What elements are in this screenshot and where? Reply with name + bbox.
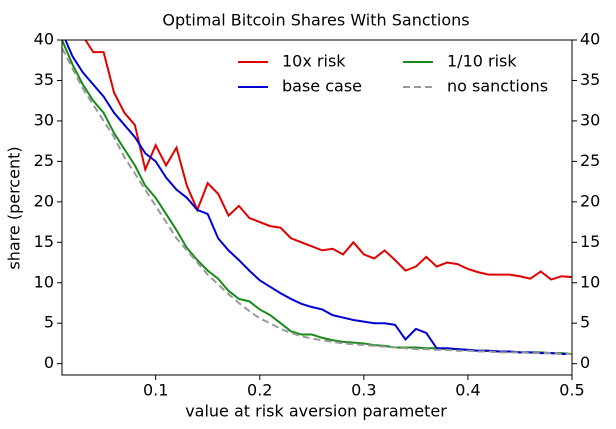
series-line <box>84 40 572 281</box>
y-tick-label: 15 <box>34 232 54 251</box>
x-tick-label: 0.2 <box>247 381 272 400</box>
x-axis-label: value at risk aversion parameter <box>185 402 447 421</box>
x-tick-label: 0.3 <box>351 381 376 400</box>
series-line <box>62 47 572 355</box>
y-tick-label: 30 <box>34 110 54 129</box>
legend-label: base case <box>282 77 362 96</box>
y2-tick-label: 10 <box>580 272 600 291</box>
y2-tick-label: 25 <box>580 151 600 170</box>
legend-label: 1/10 risk <box>447 52 517 71</box>
y-tick-label: 5 <box>44 313 54 332</box>
y2-tick-label: 30 <box>580 110 600 129</box>
y2-tick-label: 40 <box>580 30 600 49</box>
y2-tick-label: 5 <box>580 313 590 332</box>
y-tick-label: 40 <box>34 30 54 49</box>
y-tick-label: 0 <box>44 353 54 372</box>
plot-lines <box>62 40 572 355</box>
y-axis-label: share (percent) <box>5 146 24 269</box>
plot-frame <box>61 39 573 376</box>
y-tick-label: 25 <box>34 151 54 170</box>
chart-title: Optimal Bitcoin Shares With Sanctions <box>162 11 469 30</box>
x-tick-label: 0.4 <box>455 381 480 400</box>
y2-tick-label: 15 <box>580 232 600 251</box>
y-tick-label: 35 <box>34 70 54 89</box>
x-tick-label: 0.5 <box>559 381 584 400</box>
y2-tick-label: 35 <box>580 70 600 89</box>
series-line <box>64 40 572 355</box>
x-tick-label: 0.1 <box>143 381 168 400</box>
legend-label: 10x risk <box>282 52 346 71</box>
y-tick-label: 10 <box>34 272 54 291</box>
y2-tick-label: 20 <box>580 191 600 210</box>
y2-tick-label: 0 <box>580 353 590 372</box>
y-tick-label: 20 <box>34 191 54 210</box>
legend-label: no sanctions <box>447 77 548 96</box>
